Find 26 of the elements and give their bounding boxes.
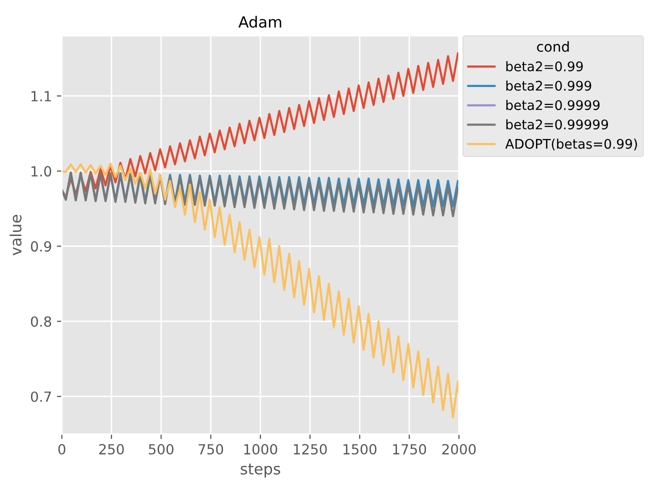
x-tick-label: 0	[58, 444, 66, 455]
line-series	[62, 162, 459, 419]
chart-title: Adam	[238, 16, 282, 28]
y-tick-label: 1.1	[32, 91, 51, 102]
x-axis-title: steps	[240, 464, 280, 478]
line-series	[62, 172, 459, 218]
y-tick-label: 0.9	[30, 241, 52, 252]
line-series	[62, 52, 459, 198]
legend-label: ADOPT(betas=0.99)	[505, 138, 637, 150]
x-tick-label: 1000	[244, 444, 278, 455]
legend-title: cond	[537, 41, 569, 52]
x-tick-label: 750	[198, 444, 224, 455]
y-tick-label: 1.0	[32, 166, 52, 177]
legend-label: beta2=0.99	[506, 61, 583, 72]
legend-label: beta2=0.9999	[506, 100, 600, 110]
x-tick-label: 500	[148, 444, 174, 455]
legend-label: beta2=0.99999	[506, 119, 608, 130]
x-tick-label: 250	[99, 444, 124, 455]
x-tick-label: 2000	[442, 444, 476, 455]
x-tick-label: 1750	[393, 444, 426, 455]
y-tick-label: 0.7	[30, 391, 51, 402]
legend-label: beta2=0.999	[506, 80, 592, 91]
y-axis-title: value	[10, 214, 22, 256]
x-tick-label: 1500	[344, 444, 376, 455]
y-tick-label: 0.8	[30, 316, 52, 327]
x-tick-label: 1250	[294, 444, 327, 455]
